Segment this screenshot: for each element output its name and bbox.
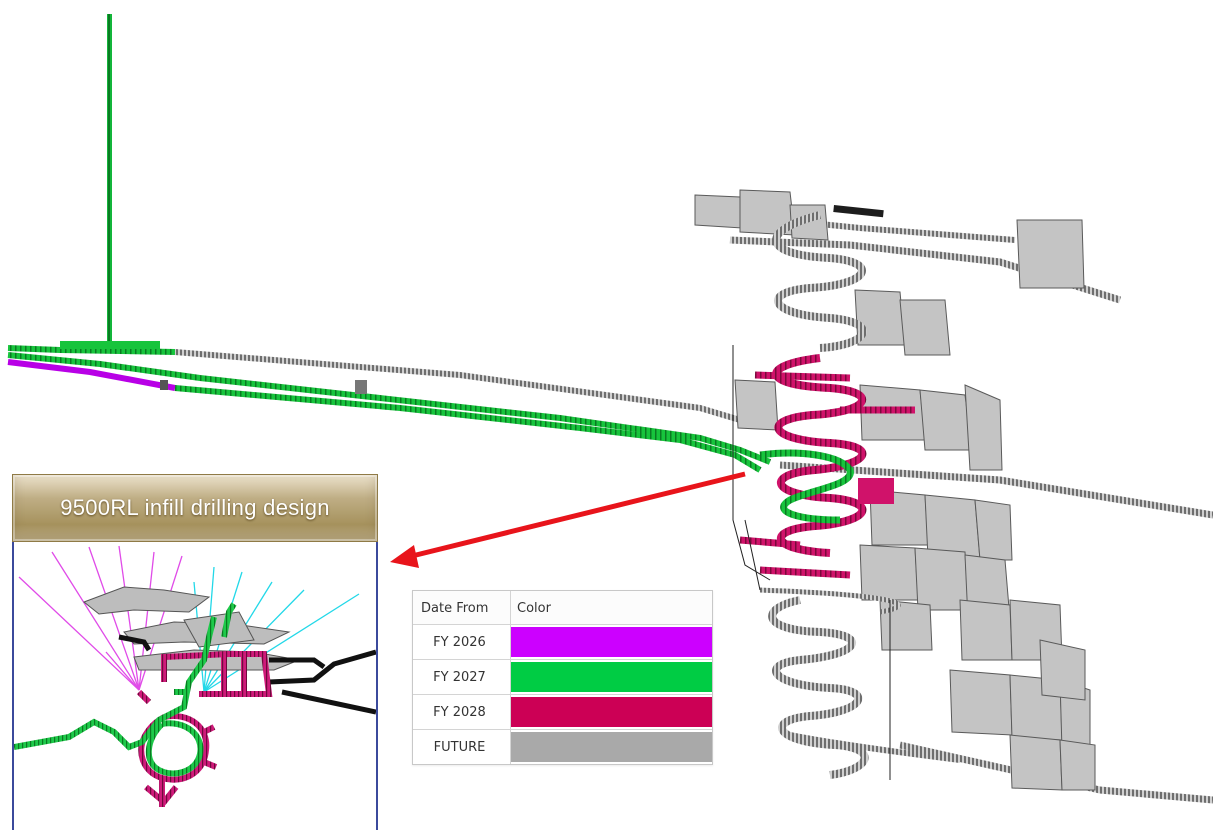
green-declines [8,345,770,470]
legend-header: Date From Color [413,591,712,625]
legend-swatch [511,732,712,762]
grey-stopes [695,190,1095,790]
callout-arrow [390,474,745,568]
legend-row-fy2026: FY 2026 [413,625,712,660]
fy2027-spiral [760,453,850,520]
inset-title-banner: 9500RL infill drilling design [12,474,378,542]
color-header: Color [511,591,712,624]
legend-swatch [511,627,712,657]
legend-label: FUTURE [413,730,511,764]
legend-swatch [511,697,712,727]
fy2028-block [858,478,894,504]
date-from-header: Date From [413,591,511,624]
legend-row-future: FUTURE [413,730,712,764]
inset-drilling-design [14,542,376,830]
legend-swatch [511,662,712,692]
legend-row-fy2028: FY 2028 [413,695,712,730]
color-legend: Date From Color FY 2026 FY 2027 FY 2028 … [412,590,713,765]
legend-row-fy2027: FY 2027 [413,660,712,695]
legend-label: FY 2028 [413,695,511,729]
legend-label: FY 2026 [413,625,511,659]
vertical-shaft [107,14,112,350]
legend-label: FY 2027 [413,660,511,694]
inset-title: 9500RL infill drilling design [60,495,330,521]
